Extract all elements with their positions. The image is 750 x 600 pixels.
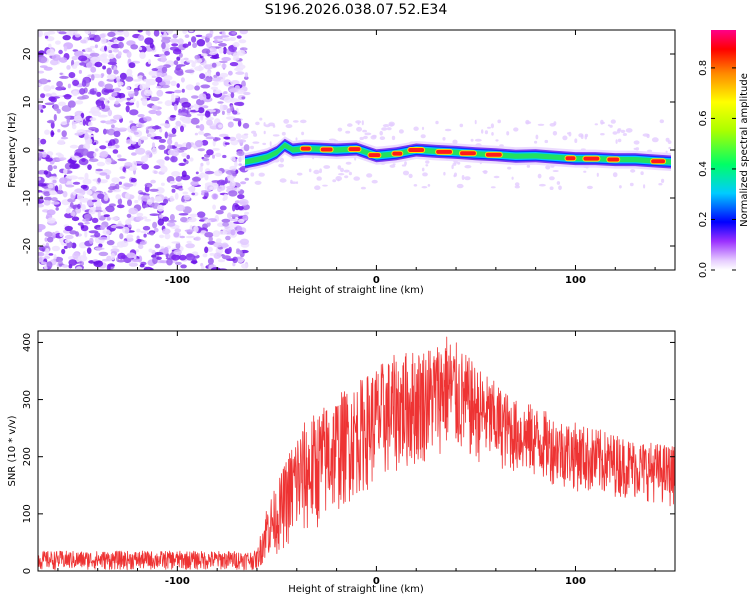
spectrogram-peak <box>368 153 381 158</box>
spectrogram-peak <box>607 157 620 162</box>
spectrogram-x-tick-label: 100 <box>565 275 586 286</box>
spectrogram-noise-region <box>38 30 251 270</box>
snr-y-tick-label: 200 <box>22 447 33 466</box>
colorbar-tick-label: 0.0 <box>698 262 709 278</box>
spectrogram-y-tick-label: -10 <box>22 190 33 206</box>
spectrogram-x-tick-label: 0 <box>373 275 380 286</box>
spectrogram-peak <box>320 147 333 152</box>
spectrogram-y-tick-label: 0 <box>22 147 33 153</box>
snr-y-tick-label: 400 <box>22 333 33 352</box>
snr-panel: -100 0 100 0 100 200 300 400 Height of straight… <box>7 330 676 595</box>
spectrogram-y-axis-label: Frequency (Hz) <box>7 112 18 188</box>
snr-series-line <box>38 336 675 571</box>
colorbar: 0.0 0.2 0.4 0.6 0.8 Normalized spectral ampl… <box>698 30 750 278</box>
spectrogram-signal-track <box>245 136 671 171</box>
spectrogram-peak <box>565 156 576 161</box>
snr-y-axis-label: SNR (10 * v/v) <box>7 415 18 486</box>
snr-y-tick-label: 300 <box>22 390 33 409</box>
snr-frame <box>37 330 676 572</box>
colorbar-tick-label: 0.6 <box>698 110 709 126</box>
snr-x-tick-label: 100 <box>565 576 586 587</box>
spectrogram-x-tick-label: -100 <box>165 275 190 286</box>
spectrogram-y-tick-label: 20 <box>22 48 33 61</box>
spectrogram-peak <box>651 159 666 164</box>
spectrogram-peak <box>485 152 502 157</box>
spectrogram-x-axis-label: Height of straight line (km) <box>288 285 424 296</box>
colorbar-tick-label: 0.8 <box>698 60 709 76</box>
spectrogram-peak <box>436 149 453 154</box>
colorbar-gradient <box>711 30 736 270</box>
figure-title: S196.2026.038.07.52.E34 <box>265 2 448 18</box>
spectrogram-y-tick-label: -20 <box>22 238 33 254</box>
snr-x-tick-label: 0 <box>373 576 380 587</box>
spectrogram-peak <box>583 156 600 161</box>
spectrogram-peak <box>392 151 403 156</box>
spectrogram-peak <box>408 148 425 152</box>
spectrogram-peak <box>348 147 361 152</box>
colorbar-tick-label: 0.4 <box>698 161 709 177</box>
snr-x-axis-label: Height of straight line (km) <box>288 584 424 595</box>
spectrogram-y-tick-label: 10 <box>22 96 33 109</box>
colorbar-tick-label: 0.2 <box>698 212 709 228</box>
snr-y-tick-label: 100 <box>22 504 33 523</box>
snr-x-tick-label: -100 <box>165 576 190 587</box>
spectrogram-peak <box>460 151 476 156</box>
spectrogram-peak <box>300 146 311 151</box>
colorbar-label: Normalized spectral amplitude <box>739 73 750 227</box>
snr-y-tick-label: 0 <box>22 568 33 574</box>
